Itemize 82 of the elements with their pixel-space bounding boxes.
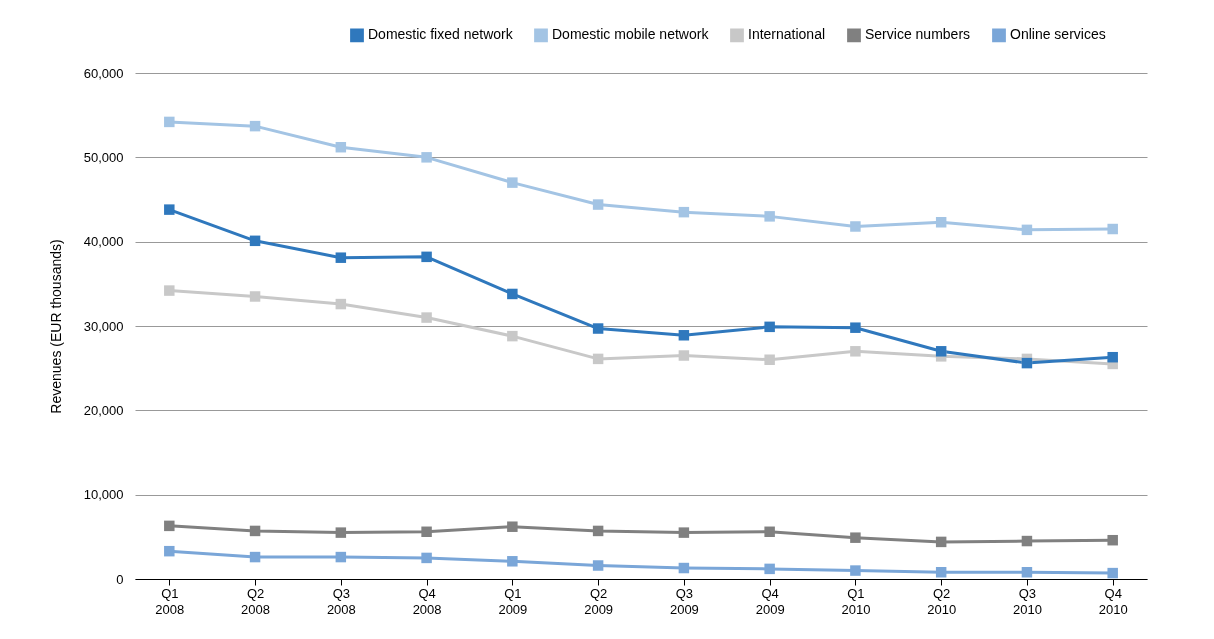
point [935, 217, 947, 228]
point [507, 177, 518, 188]
point [335, 551, 347, 563]
point [421, 152, 432, 163]
point [678, 206, 690, 218]
point [935, 536, 947, 548]
point [249, 120, 261, 132]
point [850, 221, 861, 232]
legend-label: Online services [1010, 26, 1106, 43]
point [592, 560, 604, 571]
point [164, 285, 175, 296]
point [507, 521, 518, 532]
y-tick-label: 40,000 [83, 234, 124, 250]
point [592, 525, 604, 537]
point [1021, 224, 1033, 236]
point [1107, 567, 1118, 579]
point [592, 353, 604, 365]
point [507, 556, 518, 567]
legend-label: Domestic fixed network [368, 26, 514, 43]
point [249, 291, 261, 302]
x-tick-label: Q2 2009 [584, 585, 614, 617]
point [421, 526, 432, 538]
point [592, 323, 604, 334]
point [335, 252, 347, 263]
point [335, 298, 347, 310]
x-tick-label: Q4 2010 [1098, 585, 1128, 617]
point [164, 116, 175, 128]
point [421, 312, 432, 323]
y-tick-label: 10,000 [83, 487, 124, 503]
point [507, 288, 518, 300]
point [421, 251, 432, 263]
legend-label: Domestic mobile network [552, 26, 710, 43]
x-tick-label: Q2 2008 [241, 585, 271, 617]
point [335, 141, 347, 153]
point [164, 520, 175, 532]
point [678, 527, 690, 538]
point [850, 565, 861, 576]
x-tick-label: Q2 2010 [927, 585, 957, 617]
y-tick-label: 0 [116, 571, 124, 587]
x-tick-label: Q3 2010 [1012, 585, 1042, 617]
point [678, 330, 690, 341]
point [850, 346, 861, 357]
point [421, 552, 432, 564]
point [164, 545, 175, 557]
point [592, 199, 604, 210]
point [507, 330, 518, 342]
point [764, 354, 775, 365]
y-axis-title: Revenues (EUR thousands) [47, 239, 64, 414]
point [249, 525, 261, 537]
point [249, 551, 261, 563]
x-tick-label: Q1 2010 [841, 585, 871, 617]
y-tick-label: 20,000 [83, 402, 124, 418]
point [678, 350, 690, 361]
x-tick-label: Q1 2009 [498, 585, 528, 617]
point [850, 532, 861, 543]
point [764, 526, 775, 538]
x-tick-label: Q3 2008 [326, 585, 356, 617]
x-tick-label: Q1 2008 [155, 585, 185, 617]
point [678, 562, 690, 574]
point [935, 346, 947, 357]
point [1107, 351, 1118, 363]
point [249, 235, 261, 247]
point [164, 204, 175, 215]
point [764, 563, 775, 575]
x-tick-label: Q4 2008 [412, 585, 442, 617]
point [764, 321, 775, 333]
y-tick-label: 60,000 [83, 65, 124, 81]
point [1107, 223, 1118, 235]
legend-label: Service numbers [865, 26, 971, 43]
point [1021, 535, 1033, 547]
point [1021, 567, 1033, 578]
point [935, 567, 947, 578]
point [335, 527, 347, 538]
point [764, 211, 775, 222]
y-tick-label: 50,000 [83, 149, 124, 165]
point [1021, 357, 1033, 369]
x-tick-label: Q4 2009 [755, 585, 785, 617]
legend-label: International [748, 26, 826, 43]
point [1107, 534, 1118, 546]
point [850, 322, 861, 333]
y-tick-label: 30,000 [83, 318, 124, 334]
x-tick-label: Q3 2009 [669, 585, 699, 617]
